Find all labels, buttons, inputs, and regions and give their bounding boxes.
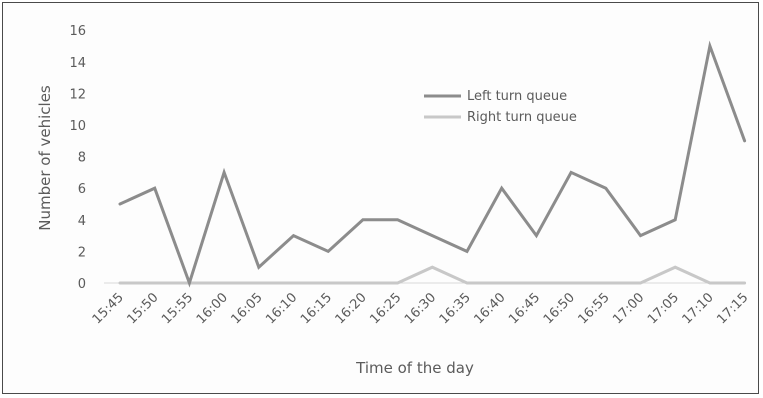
x-tick-label: 16:25 xyxy=(367,290,404,327)
series-lines xyxy=(118,40,747,288)
x-tick-label: 16:55 xyxy=(576,290,613,327)
y-tick-label: 4 xyxy=(78,214,86,229)
y-axis-ticks: 0 2 4 6 8 10 12 14 16 xyxy=(69,24,86,292)
y-axis-title: Number of vehicles xyxy=(36,85,54,231)
y-tick-label: 10 xyxy=(69,119,86,134)
x-tick-label: 16:00 xyxy=(194,290,231,327)
x-tick-label: 16:40 xyxy=(471,290,508,327)
x-tick-label: 15:50 xyxy=(124,290,161,327)
series-line-0 xyxy=(118,40,747,288)
x-tick-label: 15:45 xyxy=(90,290,127,327)
x-tick-label: 17:10 xyxy=(680,290,717,327)
x-tick-label: 17:05 xyxy=(645,290,682,327)
y-tick-label: 12 xyxy=(69,87,86,102)
x-axis-ticks: 15:4515:5015:5516:0016:0516:1016:1516:20… xyxy=(90,290,752,327)
series-line-1 xyxy=(118,265,747,285)
x-tick-label: 17:00 xyxy=(610,290,647,327)
x-tick-label: 16:30 xyxy=(402,290,439,327)
x-tick-label: 15:55 xyxy=(159,290,196,327)
x-tick-label: 17:15 xyxy=(714,290,751,327)
x-tick-label: 16:35 xyxy=(437,290,474,327)
y-tick-label: 14 xyxy=(69,56,86,71)
y-tick-label: 2 xyxy=(78,245,86,260)
y-tick-label: 8 xyxy=(78,151,86,166)
y-tick-label: 16 xyxy=(69,24,86,39)
legend-label: Right turn queue xyxy=(467,110,577,125)
x-tick-label: 16:10 xyxy=(263,290,300,327)
x-tick-label: 16:50 xyxy=(541,290,578,327)
x-tick-label: 16:15 xyxy=(298,290,335,327)
y-tick-label: 6 xyxy=(78,182,86,197)
legend: Left turn queue Right turn queue xyxy=(424,89,577,125)
y-tick-label: 0 xyxy=(78,277,86,292)
chart-frame xyxy=(2,2,759,394)
x-tick-label: 16:20 xyxy=(333,290,370,327)
x-axis-title: Time of the day xyxy=(355,359,474,377)
legend-label: Left turn queue xyxy=(467,89,567,104)
x-tick-label: 16:45 xyxy=(506,290,543,327)
x-tick-label: 16:05 xyxy=(229,290,266,327)
